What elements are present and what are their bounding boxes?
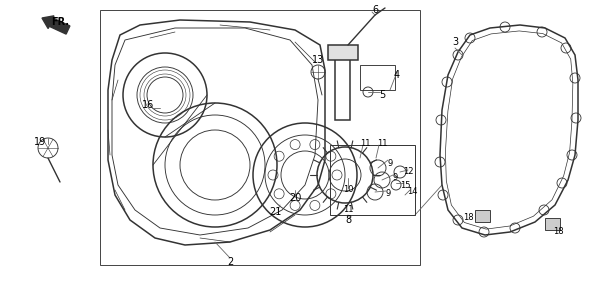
Bar [475, 210, 490, 222]
Text: 21: 21 [269, 207, 281, 217]
Text: 5: 5 [379, 90, 385, 100]
Text: 19: 19 [34, 137, 46, 147]
Bar [328, 45, 358, 60]
Text: 12: 12 [403, 167, 413, 176]
Text: 11: 11 [360, 138, 371, 147]
Bar [330, 145, 415, 215]
Text: FR.: FR. [51, 17, 69, 27]
Text: 8: 8 [345, 215, 351, 225]
Text: 11: 11 [343, 206, 353, 215]
Text: 14: 14 [407, 188, 417, 197]
Bar [545, 218, 560, 230]
Text: 6: 6 [372, 5, 378, 15]
Text: 13: 13 [312, 55, 324, 65]
Text: 16: 16 [142, 100, 154, 110]
Text: 20: 20 [289, 193, 301, 203]
FancyArrow shape [42, 16, 70, 34]
Text: 10: 10 [343, 185, 353, 194]
Text: 15: 15 [400, 181, 410, 190]
Bar [100, 10, 420, 265]
Text: 18: 18 [463, 213, 473, 222]
Text: 11: 11 [377, 138, 387, 147]
Bar [360, 65, 395, 90]
Text: 9: 9 [388, 159, 392, 167]
Text: 2: 2 [227, 257, 233, 267]
Text: 9: 9 [392, 173, 398, 182]
Text: 9: 9 [385, 190, 391, 198]
Bar [335, 55, 350, 120]
Text: 18: 18 [553, 228, 563, 237]
Text: 3: 3 [452, 37, 458, 47]
Text: 4: 4 [394, 70, 400, 80]
